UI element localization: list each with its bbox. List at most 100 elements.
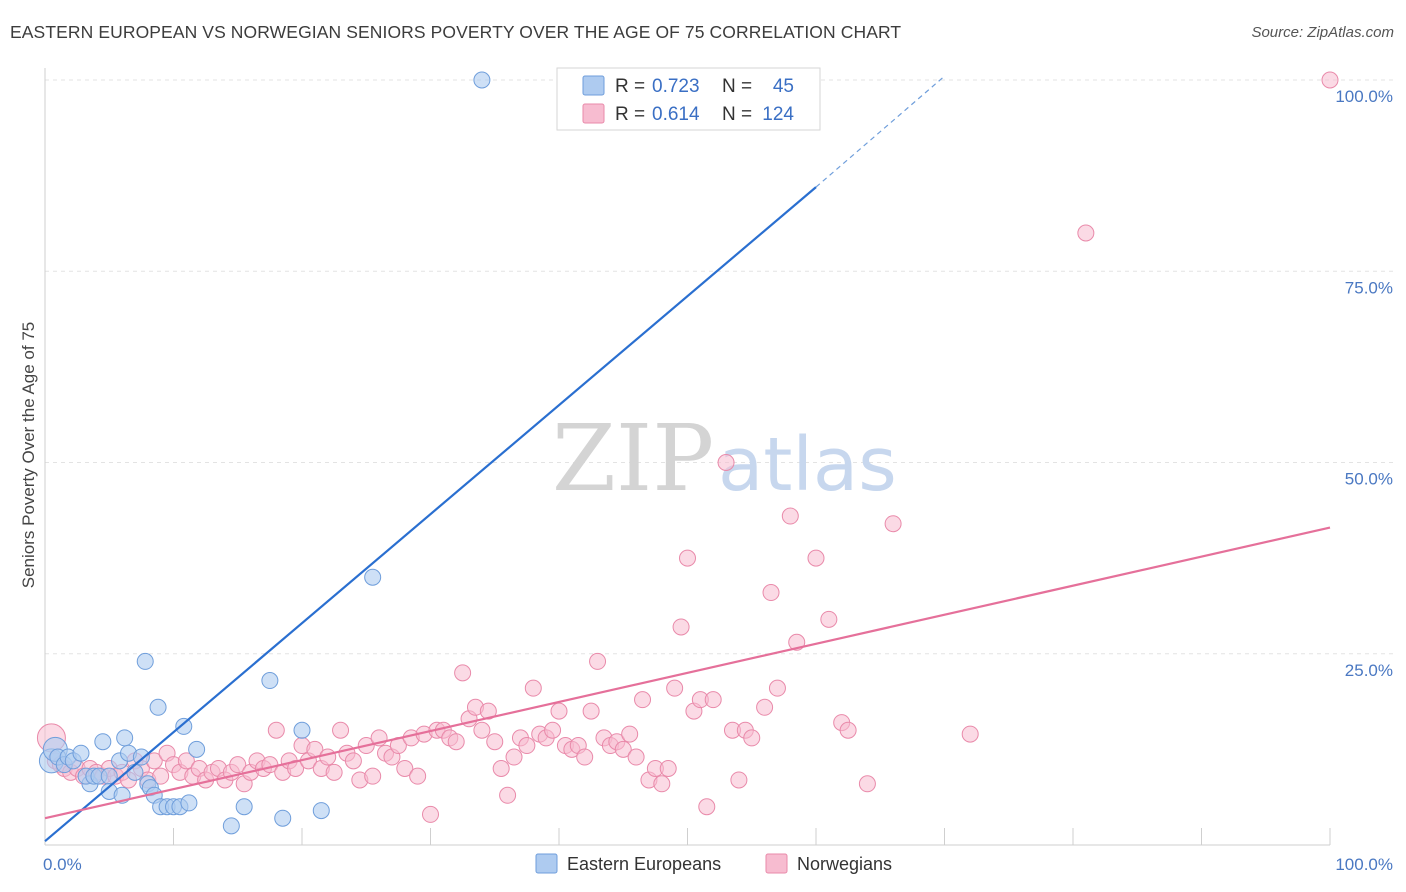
norwegians-point bbox=[229, 756, 247, 774]
norwegians-points bbox=[36, 71, 1339, 823]
norwegians-point bbox=[704, 691, 722, 709]
y-tick-label: 25.0% bbox=[1345, 661, 1393, 680]
norwegians-point bbox=[621, 725, 639, 743]
series-swatch-norwegians bbox=[765, 853, 788, 874]
norwegians-point bbox=[884, 515, 902, 533]
norwegians-point bbox=[152, 767, 170, 785]
eastern-europeans-point bbox=[188, 740, 206, 758]
series-swatch-eastern-europeans bbox=[535, 853, 558, 874]
norwegians-point bbox=[319, 748, 337, 766]
grid-lines bbox=[45, 79, 1395, 655]
norwegians-point bbox=[422, 805, 439, 823]
eastern-europeans-point bbox=[274, 809, 292, 827]
norwegians-point bbox=[627, 748, 645, 766]
legend-r-value-2: 0.614 bbox=[652, 104, 700, 125]
correlation-legend: R = 0.723 N = 45 R = 0.614 N = 124 bbox=[556, 67, 821, 131]
norwegians-point bbox=[344, 752, 362, 770]
norwegians-point bbox=[396, 760, 414, 777]
norwegians-point bbox=[582, 702, 600, 720]
trend-lines bbox=[44, 75, 1331, 843]
watermark-zip: ZIP bbox=[552, 405, 714, 512]
x-tick-label: 0.0% bbox=[43, 855, 82, 874]
norwegians-point bbox=[544, 721, 562, 739]
norwegians-point bbox=[634, 691, 652, 709]
norwegians-point bbox=[730, 771, 748, 789]
norwegians-point bbox=[518, 737, 536, 755]
norwegians-point bbox=[653, 775, 671, 793]
eastern-europeans-point bbox=[116, 729, 134, 747]
norwegians-trend-line bbox=[44, 526, 1331, 820]
norwegians-point bbox=[177, 752, 195, 770]
eastern-europeans-point bbox=[180, 794, 198, 812]
norwegians-point bbox=[1321, 71, 1339, 89]
norwegians-point bbox=[524, 679, 542, 697]
norwegians-point bbox=[820, 610, 838, 628]
norwegians-point bbox=[717, 454, 735, 471]
eastern-europeans-point bbox=[94, 733, 112, 751]
y-axis-label: Seniors Poverty Over the Age of 75 bbox=[19, 322, 38, 588]
norwegians-point bbox=[454, 664, 472, 682]
series-label-eastern-europeans: Eastern Europeans bbox=[567, 854, 721, 874]
eastern-europeans-trend-extension bbox=[815, 75, 945, 188]
legend-r-value-1: 0.723 bbox=[652, 76, 700, 97]
norwegians-point bbox=[364, 767, 382, 785]
norwegians-point bbox=[659, 760, 677, 777]
legend-n-label-2: N = bbox=[722, 104, 752, 125]
eastern-europeans-point bbox=[261, 672, 279, 690]
norwegians-point bbox=[698, 798, 716, 816]
watermark-atlas: atlas bbox=[718, 422, 897, 508]
eastern-europeans-point bbox=[149, 698, 167, 716]
norwegians-point bbox=[499, 786, 517, 804]
norwegians-point bbox=[839, 721, 857, 739]
norwegians-point bbox=[479, 702, 497, 720]
norwegians-point bbox=[762, 584, 780, 602]
eastern-europeans-trend-line bbox=[44, 186, 817, 843]
axis-ticks: 25.0% 50.0% 75.0% 100.0% 0.0% 100.0% bbox=[43, 87, 1393, 874]
norwegians-point bbox=[614, 740, 632, 758]
eastern-europeans-point bbox=[364, 568, 382, 586]
eastern-europeans-point bbox=[235, 798, 253, 816]
eastern-europeans-point bbox=[136, 652, 154, 670]
norwegians-point bbox=[267, 721, 285, 739]
axes bbox=[44, 68, 1331, 846]
norwegians-point bbox=[781, 507, 799, 525]
norwegians-point bbox=[576, 748, 594, 766]
legend-n-value-1: 45 bbox=[773, 76, 794, 97]
eastern-europeans-point bbox=[222, 817, 240, 835]
norwegians-point bbox=[492, 760, 510, 777]
x-tick-label: 100.0% bbox=[1335, 855, 1393, 874]
y-tick-label: 50.0% bbox=[1345, 470, 1393, 489]
norwegians-point bbox=[473, 721, 491, 739]
eastern-europeans-point bbox=[293, 721, 311, 739]
norwegians-point bbox=[409, 767, 427, 785]
legend-swatch-blue bbox=[582, 75, 605, 96]
eastern-europeans-point bbox=[72, 744, 90, 762]
norwegians-point bbox=[1077, 224, 1095, 242]
legend-swatch-pink bbox=[582, 103, 605, 124]
y-tick-label: 75.0% bbox=[1345, 278, 1393, 297]
eastern-europeans-points bbox=[38, 71, 491, 835]
norwegians-point bbox=[672, 618, 690, 636]
legend-r-label-1: R = bbox=[615, 76, 645, 97]
norwegians-point bbox=[961, 725, 979, 743]
norwegians-point bbox=[858, 775, 876, 793]
norwegians-point bbox=[325, 763, 343, 781]
eastern-europeans-point bbox=[473, 71, 491, 89]
norwegians-point bbox=[589, 652, 607, 670]
norwegians-point bbox=[550, 702, 568, 720]
series-label-norwegians: Norwegians bbox=[797, 854, 892, 874]
source-label: Source: ZipAtlas.com bbox=[1251, 24, 1394, 41]
series-legend: Eastern Europeans Norwegians bbox=[535, 853, 892, 874]
norwegians-point bbox=[486, 733, 504, 751]
norwegians-point bbox=[447, 733, 465, 751]
norwegians-point bbox=[679, 549, 696, 567]
norwegians-point bbox=[807, 549, 825, 567]
legend-r-label-2: R = bbox=[615, 104, 645, 125]
norwegians-point bbox=[756, 698, 774, 716]
norwegians-point bbox=[332, 721, 350, 739]
norwegians-point bbox=[666, 679, 684, 697]
eastern-europeans-point bbox=[126, 763, 144, 781]
eastern-europeans-point bbox=[132, 748, 150, 766]
legend-n-value-2: 124 bbox=[762, 104, 794, 125]
norwegians-point bbox=[505, 748, 523, 766]
